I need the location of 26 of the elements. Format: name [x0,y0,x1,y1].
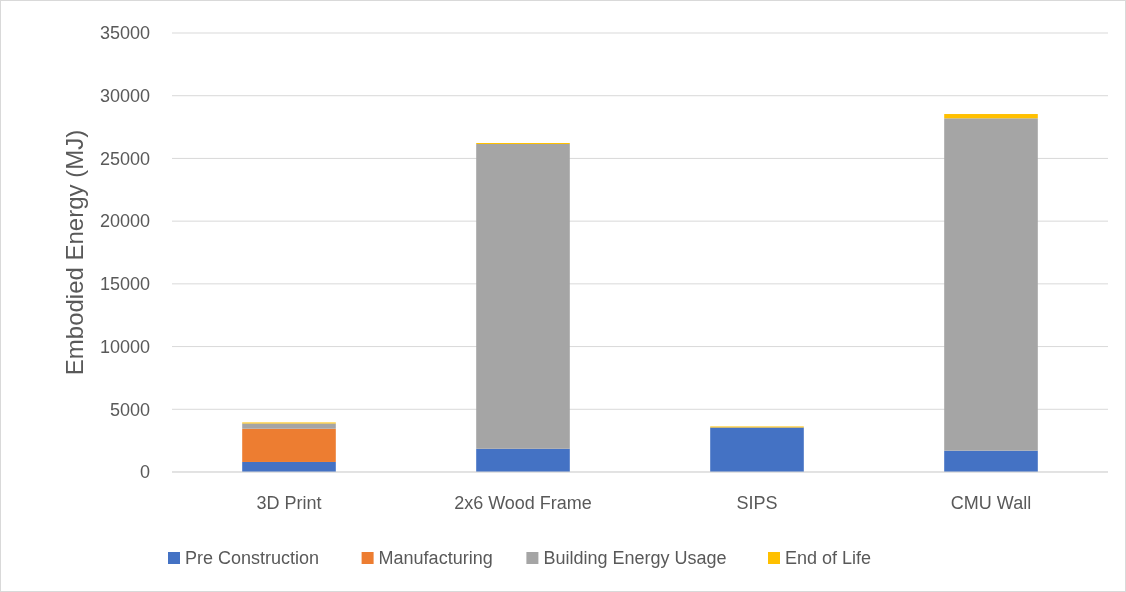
bar [242,428,336,462]
bar [476,448,570,472]
legend-label: Pre Construction [185,548,320,569]
y-tick-label: 15000 [99,274,150,295]
bar [944,450,1038,472]
y-tick-label: 25000 [99,148,150,169]
y-tick-label: 10000 [99,336,150,357]
bar [944,118,1038,451]
y-tick-label: 35000 [99,23,150,44]
x-tick-label: SIPS [736,493,778,514]
bar [710,427,804,472]
bar [476,144,570,449]
bar [944,114,1038,119]
x-tick-label: 2x6 Wood Frame [454,493,592,514]
legend-label: Manufacturing [378,548,493,569]
x-tick-label: 3D Print [256,493,322,514]
legend-label: Building Energy Usage [543,548,727,569]
y-tick-label: 0 [139,462,150,483]
legend-label: End of Life [785,548,872,569]
bar [242,461,336,472]
x-tick-label: CMU Wall [950,493,1032,514]
y-tick-label: 30000 [99,86,150,107]
y-axis-title: Embodied Energy (MJ) [61,129,89,376]
y-tick-label: 5000 [109,399,150,420]
y-tick-label: 20000 [99,211,150,232]
bar [242,423,336,429]
